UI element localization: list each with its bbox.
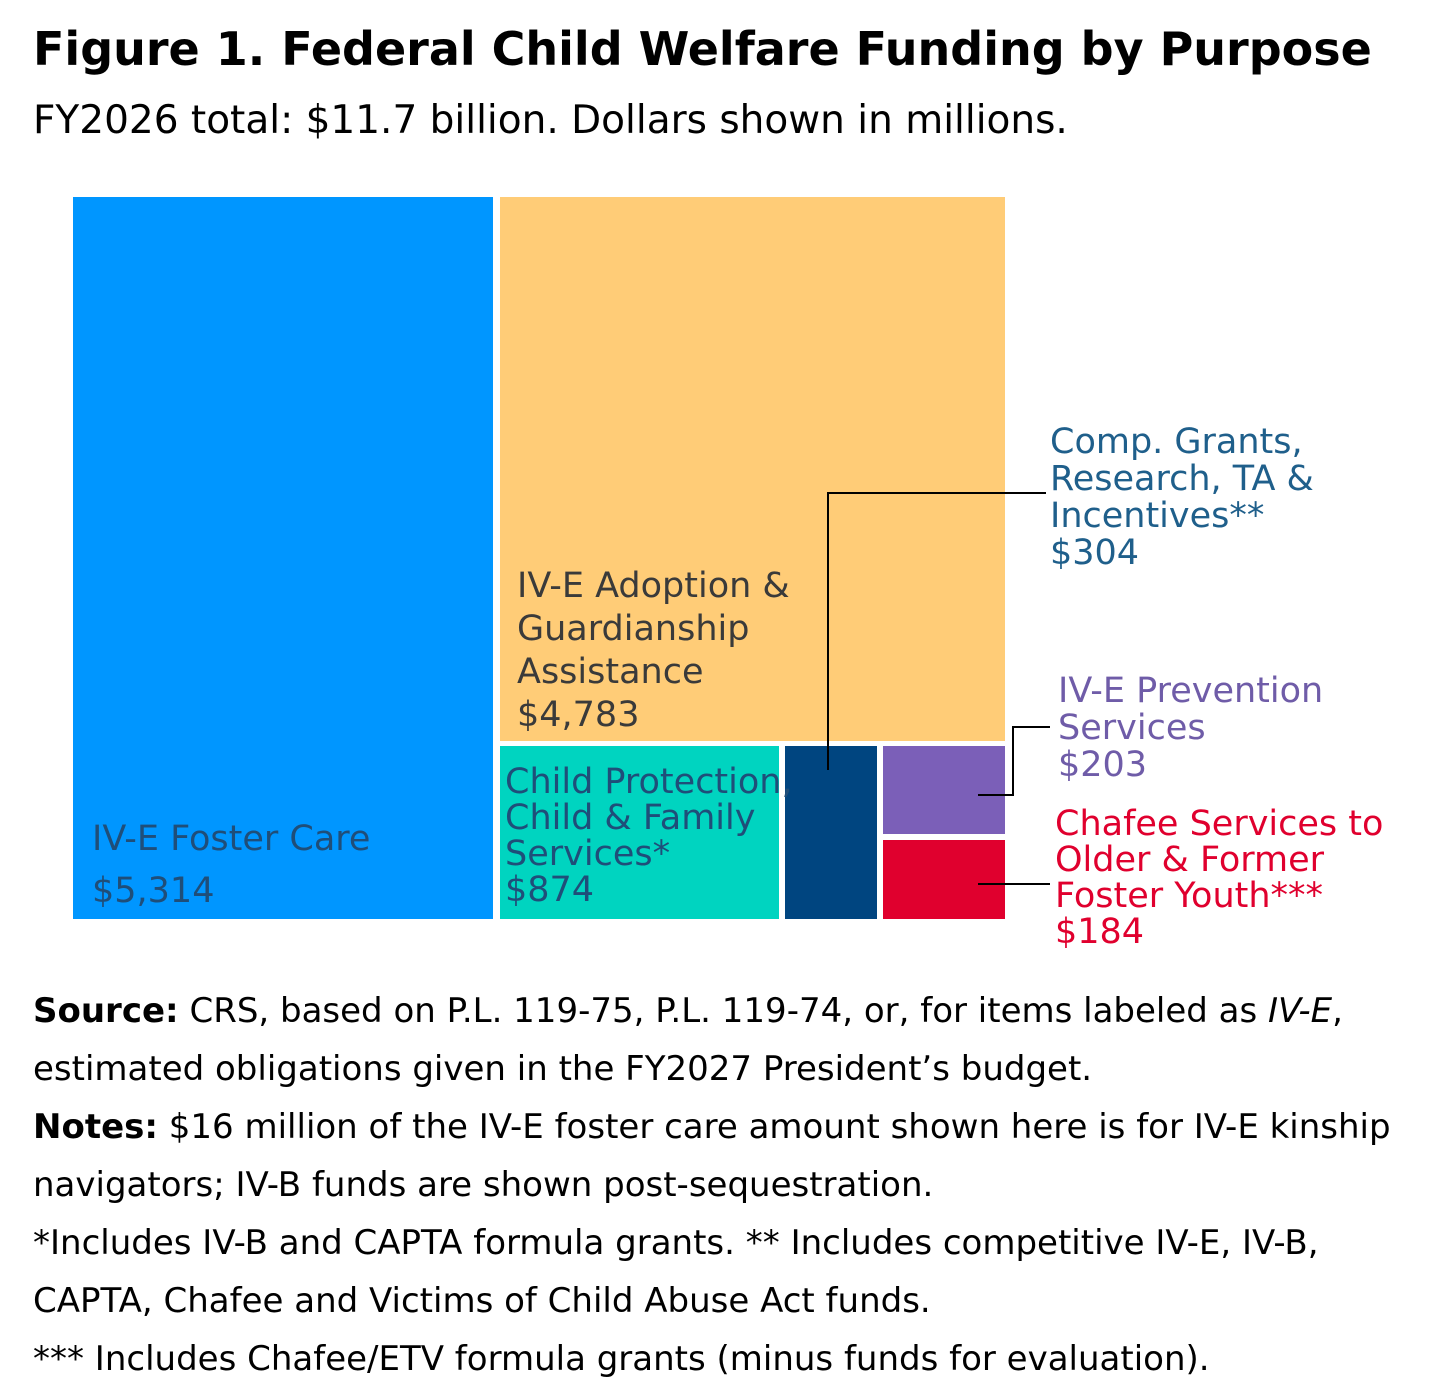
- treemap-tile-prevention-services: [883, 746, 1005, 834]
- name-label-adoption-guardianship-line-2: Guardianship: [517, 609, 749, 649]
- value-label-chafee-services: $184: [1055, 912, 1144, 952]
- value-label-adoption-guardianship: $4,783: [517, 695, 639, 735]
- name-label-child-protection-line-3: Services*: [505, 834, 670, 874]
- value-label-prevention-services: $203: [1058, 745, 1147, 785]
- chart-subtitle: FY2026 total: $11.7 billion. Dollars sho…: [33, 98, 1068, 143]
- leader-line-prevention-services: [978, 726, 1050, 796]
- source-text-1: CRS, based on P.L. 119-75, P.L. 119-74, …: [178, 991, 1269, 1031]
- name-label-chafee-services-line-1: Chafee Services to: [1055, 804, 1383, 844]
- treemap-tile-child-protection: [500, 746, 779, 919]
- source-paragraph: Source: CRS, based on P.L. 119-75, P.L. …: [33, 982, 1438, 1098]
- name-label-child-protection-line-1: Child Protection,: [505, 762, 793, 802]
- value-label-comp-grants: $304: [1050, 533, 1139, 573]
- value-label-child-protection: $874: [505, 870, 594, 910]
- footnote-1: *Includes IV-B and CAPTA formula grants.…: [33, 1223, 1319, 1321]
- name-label-prevention-services-line-1: IV-E Prevention: [1058, 671, 1323, 711]
- name-label-chafee-services-line-2: Older & Former: [1055, 840, 1325, 880]
- treemap-chart: IV-E Foster Care $5,314 IV-E Adoption &Gua…: [73, 197, 1383, 952]
- chart-title: Figure 1. Federal Child Welfare Funding …: [33, 22, 1372, 76]
- source-text-2: , estimated obligations given in the FY2…: [33, 991, 1343, 1089]
- name-label-adoption-guardianship-line-1: IV-E Adoption &: [517, 566, 790, 606]
- name-label-adoption-guardianship-line-3: Assistance: [517, 652, 704, 692]
- treemap-tile-comp-grants: [785, 746, 877, 919]
- name-label-comp-grants-line-3: Incentives**: [1050, 496, 1264, 536]
- footnote-2: *** Includes Chafee/ETV formula grants (…: [33, 1339, 1210, 1379]
- treemap-tile-chafee-services: [883, 840, 1005, 919]
- source-label: Source:: [33, 991, 179, 1031]
- value-label-foster-care: $5,314: [92, 871, 214, 911]
- leader-line-comp-grants: [827, 492, 1046, 770]
- source-italic: IV-E: [1268, 991, 1333, 1031]
- notes-label: Notes:: [33, 1107, 158, 1147]
- name-label-comp-grants-line-2: Research, TA &: [1050, 459, 1314, 499]
- name-label-prevention-services-line-2: Services: [1058, 708, 1206, 748]
- name-label-chafee-services-line-3: Foster Youth***: [1055, 876, 1323, 916]
- notes-paragraph: Notes: $16 million of the IV-E foster ca…: [33, 1098, 1438, 1214]
- notes-text: $16 million of the IV-E foster care amou…: [33, 1107, 1391, 1205]
- treemap-tile-foster-care: [73, 197, 493, 919]
- source-notes: Source: CRS, based on P.L. 119-75, P.L. …: [33, 982, 1438, 1388]
- name-label-foster-care-line-1: IV-E Foster Care: [92, 819, 370, 859]
- name-label-comp-grants-line-1: Comp. Grants,: [1050, 422, 1303, 462]
- treemap-tile-adoption-guardianship: [500, 197, 1005, 741]
- name-label-child-protection-line-2: Child & Family: [505, 798, 755, 838]
